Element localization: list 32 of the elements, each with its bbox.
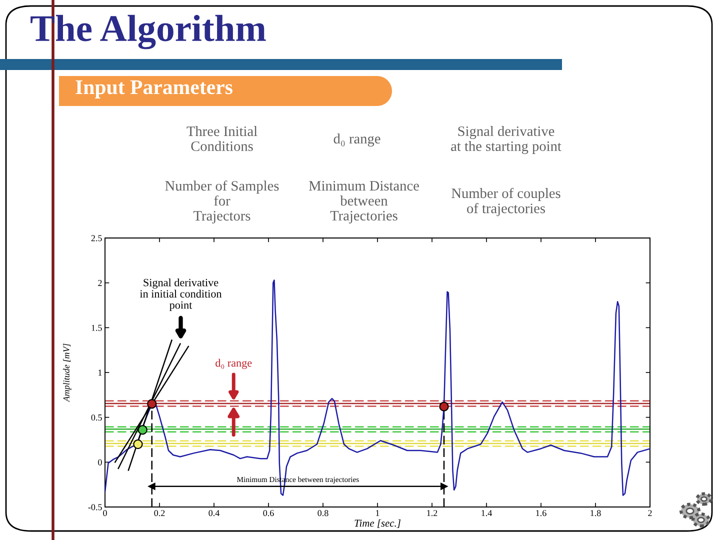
x-tick-label: 1 bbox=[376, 510, 380, 516]
x-tick-label: 2 bbox=[648, 510, 652, 516]
y-tick-label: 0 bbox=[98, 459, 102, 466]
y-axis-title: Amplitude [mV] bbox=[63, 344, 72, 402]
y-tick-label: 1.5 bbox=[92, 324, 102, 331]
x-tick-label: 1.6 bbox=[536, 510, 546, 516]
x-tick-label: 0.2 bbox=[154, 510, 165, 516]
text: Minimum Distance between Trajectories bbox=[308, 181, 419, 224]
text: Number of couples of trajectories bbox=[452, 188, 560, 216]
x-tick-label: 1.4 bbox=[482, 510, 492, 516]
y-tick-label: 1 bbox=[98, 370, 102, 376]
x-tick-label: 0.6 bbox=[263, 510, 274, 516]
chart-subtitle: Input Parameters bbox=[76, 80, 232, 98]
x-axis-title: Time [sec.] bbox=[354, 519, 400, 528]
point bbox=[148, 482, 156, 490]
y-tick-label: 0.5 bbox=[91, 414, 102, 421]
x-tick-label: 1.8 bbox=[590, 510, 601, 516]
text: Number of Samples for Trajectors bbox=[165, 180, 279, 224]
y-tick-label: 2 bbox=[98, 280, 102, 286]
line-series bbox=[105, 280, 650, 496]
text: d₀ range bbox=[334, 133, 380, 147]
text: Three Initial Conditions bbox=[186, 126, 258, 152]
x-tick-label: 0.4 bbox=[208, 510, 220, 516]
x-tick-label: 0.8 bbox=[318, 510, 328, 516]
y-tick-label: -0.5 bbox=[88, 504, 102, 510]
text: Signal derivative at the starting point bbox=[451, 126, 562, 154]
y-tick-label: 2.5 bbox=[91, 235, 102, 242]
annotation: d₀ range bbox=[216, 358, 252, 369]
point bbox=[440, 482, 448, 490]
annotation: Signal derivative in initial condition point bbox=[140, 278, 222, 312]
x-tick-label: 1.2 bbox=[427, 510, 438, 516]
x-tick-label: 0 bbox=[103, 510, 107, 516]
